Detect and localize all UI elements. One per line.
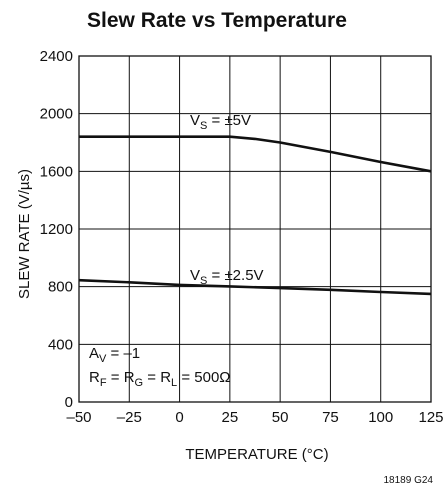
chart-title: Slew Rate vs Temperature	[87, 9, 347, 32]
y-tick-label: 2000	[40, 106, 73, 123]
y-axis-label: SLEW RATE (V/µs)	[16, 169, 33, 299]
y-tick-label: 1200	[40, 221, 73, 238]
y-tick-label: 1600	[40, 163, 73, 180]
y-tick-label: 400	[48, 336, 73, 353]
x-tick-label: 0	[175, 409, 183, 426]
series-layer	[78, 135, 432, 296]
x-tick-label: –25	[117, 409, 142, 426]
y-tick-label: 0	[65, 394, 73, 411]
x-axis-label: TEMPERATURE (°C)	[185, 446, 328, 463]
x-tick-label: 75	[322, 409, 339, 426]
y-tick-label: 2400	[40, 48, 73, 65]
plot-frame	[78, 55, 432, 403]
series-line-1	[78, 278, 432, 296]
series-labels: VS = ±5V VS = ±2.5V	[190, 112, 264, 287]
y-tick-label: 800	[48, 279, 73, 296]
resistor-annotation: RF = RG = RL = 500Ω	[89, 369, 231, 389]
x-tick-label: 25	[222, 409, 239, 426]
av-annotation: AV = –1	[89, 345, 140, 365]
x-tick-label: –50	[66, 409, 91, 426]
plot-border	[78, 55, 432, 403]
y-tick-labels: 0 400 800 1200 1600 2000 2400	[40, 48, 73, 411]
conditions-annotation: AV = –1 RF = RG = RL = 500Ω	[89, 345, 231, 389]
series-label-0: VS = ±5V	[190, 112, 251, 132]
figure-id: 18189 G24	[384, 475, 434, 486]
x-tick-label: 100	[368, 409, 393, 426]
x-tick-label: 50	[272, 409, 289, 426]
series-line-0	[79, 135, 432, 173]
grid-lines	[79, 56, 431, 402]
series-label-1: VS = ±2.5V	[190, 267, 264, 287]
x-tick-labels: –50 –25 0 25 50 75 100 125	[66, 409, 443, 426]
x-tick-label: 125	[418, 409, 443, 426]
